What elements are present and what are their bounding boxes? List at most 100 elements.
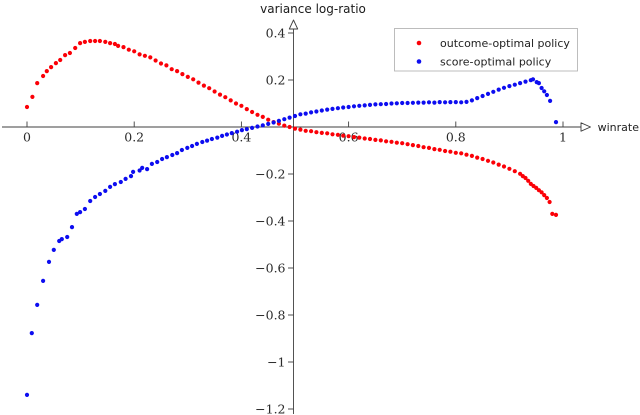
legend: outcome-optimal policy score-optimal pol… (394, 28, 578, 72)
data-point (475, 155, 480, 160)
data-point (250, 109, 255, 115)
data-point (400, 141, 405, 146)
data-point (58, 57, 63, 63)
legend-label-score: score-optimal policy (440, 56, 552, 69)
data-point (287, 124, 292, 130)
data-point (190, 143, 195, 149)
data-point (351, 135, 357, 140)
data-point (292, 126, 298, 131)
data-point (170, 152, 175, 158)
data-point (298, 127, 303, 132)
data-point (287, 115, 292, 120)
data-point (24, 392, 30, 397)
data-point (46, 259, 52, 264)
data-point (346, 134, 351, 139)
data-point (544, 195, 550, 201)
data-point (250, 125, 255, 130)
y-tick-label: −0.4 (255, 213, 285, 228)
data-point (126, 47, 131, 52)
y-axis-arrow-icon (288, 19, 299, 30)
data-point (362, 136, 367, 141)
data-point (30, 94, 35, 99)
data-point (65, 234, 70, 240)
data-point (330, 106, 335, 111)
x-tick-label: 0.8 (446, 130, 466, 145)
data-point (539, 85, 544, 91)
data-point (148, 55, 153, 60)
data-point (282, 117, 287, 122)
data-point (209, 136, 214, 142)
x-tick-label: 0 (23, 130, 31, 145)
data-point (357, 135, 362, 140)
x-tick-label: 0.2 (124, 130, 144, 145)
data-point (501, 85, 507, 90)
data-point (266, 121, 271, 126)
data-point (459, 100, 464, 105)
data-point (82, 39, 87, 45)
data-point (255, 124, 260, 129)
x-axis-arrow-icon (580, 122, 591, 132)
data-point (523, 175, 528, 181)
data-point (78, 41, 83, 46)
data-point (191, 77, 196, 82)
data-point (426, 145, 432, 150)
x-tick-label: 1 (559, 130, 567, 145)
y-tick-label: −0.8 (255, 307, 285, 322)
data-point (553, 120, 559, 125)
data-point (49, 65, 54, 70)
data-point (542, 193, 547, 198)
data-point (137, 52, 142, 57)
data-point (437, 147, 442, 152)
data-point (78, 210, 83, 215)
data-point (357, 103, 362, 108)
data-point (341, 133, 346, 138)
data-point (103, 39, 108, 45)
data-point (69, 225, 75, 230)
data-point (196, 80, 201, 85)
data-point (526, 178, 531, 183)
data-point (200, 139, 205, 145)
data-point (128, 174, 134, 179)
data-point (512, 82, 517, 87)
axes: 00.20.40.60.810.40.2−0.2−0.4−0.6−0.8−1−1… (2, 19, 591, 415)
data-point (367, 102, 373, 107)
data-series (24, 38, 559, 397)
data-point (341, 105, 346, 110)
data-point (73, 45, 78, 51)
data-point (496, 162, 501, 167)
data-point (212, 89, 217, 94)
data-point (550, 211, 555, 216)
data-point (539, 190, 544, 195)
chart-title: variance log-ratio (260, 2, 366, 16)
data-point (432, 147, 437, 152)
data-point (255, 112, 260, 117)
data-point (185, 145, 190, 150)
data-point (453, 100, 458, 105)
data-point (223, 95, 228, 100)
data-point (59, 237, 64, 242)
data-point (437, 100, 442, 105)
data-point (443, 100, 448, 105)
data-point (235, 129, 240, 134)
data-point (260, 114, 265, 119)
data-point (325, 107, 330, 112)
data-point (410, 100, 415, 105)
data-point (153, 58, 158, 63)
data-point (373, 137, 378, 142)
data-point (362, 103, 367, 108)
data-point (416, 143, 421, 149)
data-point (132, 49, 137, 54)
data-point (118, 179, 123, 185)
data-point (443, 148, 448, 154)
data-point (35, 81, 40, 86)
data-point (309, 110, 314, 115)
data-point (175, 69, 180, 74)
x-axis-label: winrate (598, 121, 640, 134)
data-point (164, 155, 169, 160)
data-point (367, 136, 373, 142)
data-point (405, 100, 410, 106)
legend-label-outcome: outcome-optimal policy (440, 37, 570, 50)
data-point (215, 135, 220, 140)
data-point (453, 150, 458, 155)
data-point (400, 100, 405, 106)
